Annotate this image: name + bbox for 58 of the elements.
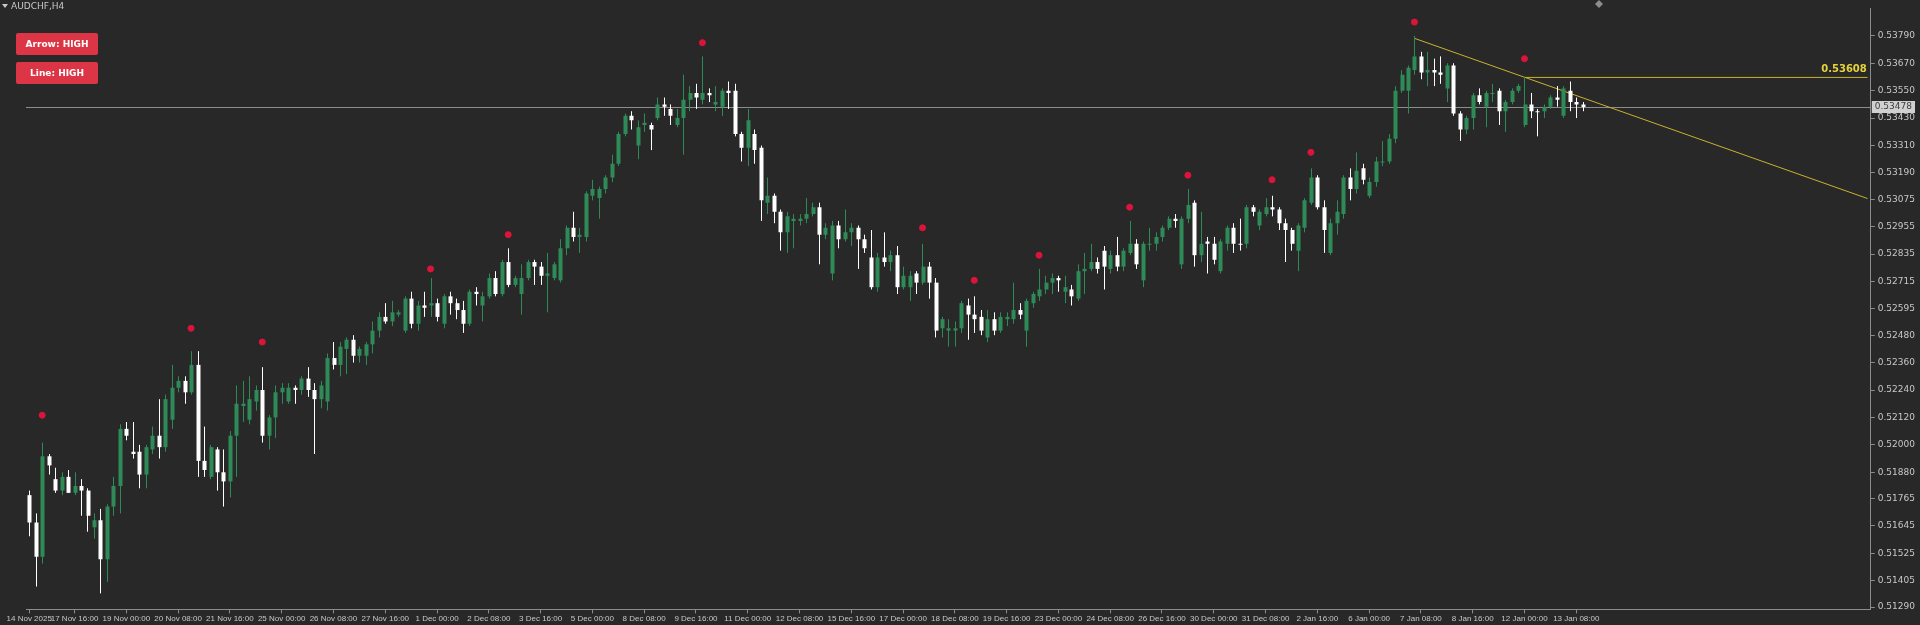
x-tick-label: 12 Dec 08:00: [775, 614, 824, 624]
x-tick-label: 7 Jan 08:00: [1400, 614, 1443, 624]
y-tick-label: 0.52715: [1877, 275, 1915, 286]
x-tick-label: 6 Jan 00:00: [1348, 614, 1391, 624]
y-tick-label: 0.52000: [1877, 439, 1916, 450]
x-tick-label: 2 Dec 08:00: [467, 614, 511, 624]
x-tick-label: 5 Dec 00:00: [570, 614, 615, 624]
annotation: 0.53608: [1821, 63, 1867, 75]
x-tick-label: 19 Dec 16:00: [982, 614, 1031, 624]
y-tick-label: 0.53430: [1877, 112, 1916, 123]
x-tick-label: 23 Dec 00:00: [1034, 614, 1083, 624]
x-tick-label: 12 Jan 00:00: [1501, 614, 1549, 624]
y-tick-label: 0.51765: [1877, 492, 1915, 503]
x-tick-label: 27 Nov 16:00: [361, 614, 410, 624]
ref-line-label: 0.53478: [1874, 101, 1913, 112]
x-tick-label: 21 Nov 16:00: [206, 614, 255, 624]
y-tick-label: 0.52595: [1877, 303, 1915, 314]
x-tick-label: 3 Dec 16:00: [519, 614, 563, 624]
y-tick-label: 0.52955: [1877, 220, 1915, 231]
y-tick-label: 0.51525: [1877, 547, 1915, 558]
y-tick-label: 0.53190: [1877, 167, 1916, 178]
x-tick-label: 15 Dec 16:00: [827, 614, 876, 624]
x-tick-label: 24 Dec 08:00: [1086, 614, 1135, 624]
x-tick-label: 25 Nov 00:00: [257, 614, 307, 624]
x-tick-label: 8 Jan 16:00: [1451, 614, 1495, 624]
y-tick-label: 0.51880: [1877, 466, 1916, 477]
x-tick-label: 26 Nov 08:00: [309, 614, 358, 624]
button: Arrow: HIGH: [16, 33, 98, 55]
x-tick-label: 31 Dec 08:00: [1241, 614, 1290, 624]
y-tick-label: 0.51290: [1877, 601, 1916, 612]
y-tick-label: 0.51645: [1877, 520, 1915, 531]
x-tick-label: 20 Nov 08:00: [154, 614, 203, 624]
y-tick-label: 0.51405: [1877, 575, 1915, 586]
y-tick-label: 0.53075: [1877, 193, 1915, 204]
chart-title: AUDCHF,H4: [11, 1, 65, 11]
x-tick-label: 17 Dec 00:00: [879, 614, 928, 624]
x-tick-label: 1 Dec 00:00: [415, 614, 460, 624]
x-tick-label: 9 Dec 16:00: [674, 614, 719, 624]
x-tick-label: 26 Dec 16:00: [1138, 614, 1187, 624]
y-tick-label: 0.53550: [1877, 85, 1916, 96]
y-tick-label: 0.53310: [1877, 139, 1916, 150]
y-tick-label: 0.52835: [1877, 248, 1915, 259]
y-tick-label: 0.52360: [1877, 356, 1916, 367]
x-tick-label: 30 Dec 00:00: [1189, 614, 1239, 624]
y-tick-label: 0.53790: [1877, 30, 1916, 41]
x-tick-label: 18 Dec 08:00: [931, 614, 980, 624]
y-tick-label: 0.52480: [1877, 329, 1916, 340]
x-tick-label: 13 Jan 08:00: [1553, 614, 1600, 624]
x-tick-label: 14 Nov 2025: [6, 614, 53, 624]
x-tick-label: 8 Dec 08:00: [622, 614, 667, 624]
x-tick-label: 2 Jan 16:00: [1296, 614, 1339, 624]
y-tick-label: 0.52120: [1877, 411, 1916, 422]
button: Line: HIGH: [16, 62, 98, 84]
x-tick-label: 17 Nov 16:00: [50, 614, 99, 624]
y-tick-label: 0.52240: [1877, 384, 1916, 395]
x-tick-label: 19 Nov 00:00: [102, 614, 151, 624]
y-tick-label: 0.53670: [1877, 57, 1916, 68]
x-tick-label: 11 Dec 00:00: [724, 614, 772, 624]
